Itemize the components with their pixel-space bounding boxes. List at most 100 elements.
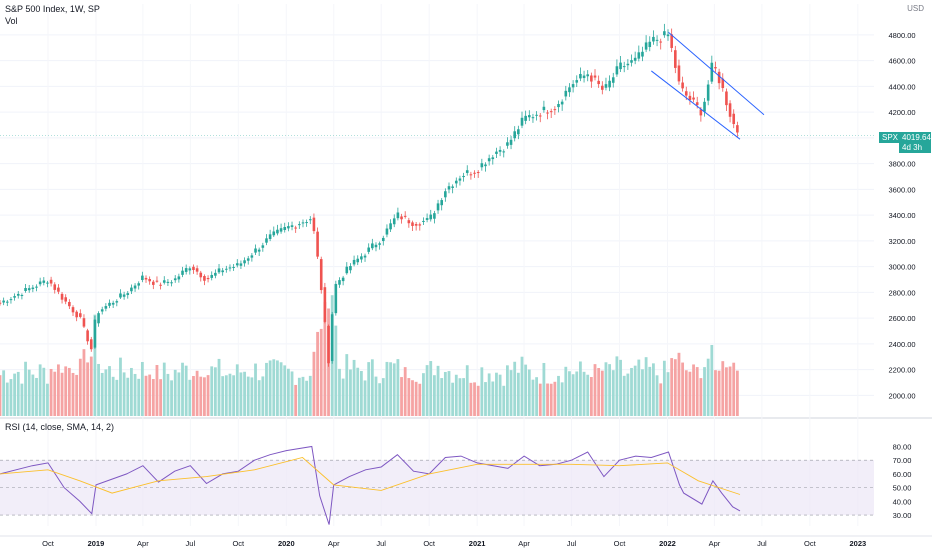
volume-bar: [60, 372, 64, 416]
volume-bar: [46, 383, 49, 416]
volume-bar: [553, 381, 557, 416]
volume-bars: [0, 295, 739, 416]
symbol-badge: SPX: [879, 132, 902, 143]
candle-body: [703, 101, 706, 112]
candle-body: [498, 149, 502, 152]
time-tick-label: Apr: [709, 539, 721, 548]
trend-channel[interactable]: [651, 31, 765, 140]
candle-body: [465, 170, 469, 173]
candle-body: [64, 297, 68, 302]
volume-bar: [173, 369, 177, 416]
volume-bar: [633, 365, 637, 416]
volume-bar: [367, 362, 371, 416]
volume-bar: [133, 373, 137, 416]
rsi-tick-label: 80.00: [893, 442, 912, 451]
candle-body: [480, 163, 484, 168]
volume-bar: [13, 373, 17, 416]
volume-bar: [345, 354, 349, 416]
volume-bar: [630, 367, 633, 416]
volume-bar: [495, 372, 498, 416]
volume-bar: [140, 361, 144, 416]
candle-body: [38, 281, 42, 285]
candle-body: [24, 288, 27, 291]
volume-bar: [670, 358, 674, 416]
candlestick-series: [0, 23, 739, 367]
volume-bar: [681, 362, 685, 416]
volume-bar: [582, 371, 586, 416]
volume-bar: [389, 362, 392, 416]
candle-body: [261, 245, 265, 248]
candle-body: [148, 278, 151, 282]
candle-body: [89, 339, 93, 350]
candle-body: [517, 129, 520, 135]
volume-bar: [75, 374, 79, 416]
candle-body: [648, 41, 652, 48]
candle-body: [239, 263, 243, 266]
channel-line-lower[interactable]: [651, 70, 741, 140]
candle-body: [86, 330, 89, 342]
volume-bar: [374, 376, 378, 416]
candle-body: [46, 282, 49, 284]
candle-body: [451, 186, 454, 188]
price-axis[interactable]: 2000.00 2200.00 2400.00 2600.00 2800.00 3000.…: [888, 31, 915, 520]
candle-body: [272, 231, 276, 236]
volume-bar: [286, 368, 290, 416]
volume-bar: [652, 363, 655, 416]
candle-body: [546, 112, 549, 114]
candle-body: [60, 293, 64, 300]
volume-bar: [316, 331, 319, 416]
candle-body: [622, 66, 626, 68]
time-tick-label: Oct: [614, 539, 627, 548]
volume-bar: [162, 362, 166, 416]
candle-body: [13, 296, 16, 298]
candle-body: [440, 200, 443, 206]
time-axis[interactable]: Oct 2019 Apr Jul Oct 2020 Apr Jul Oct 2021 Apr Jul O…: [42, 539, 866, 548]
candle-body: [155, 280, 159, 282]
volume-bar: [560, 382, 564, 416]
volume-bar: [695, 367, 699, 416]
candle-body: [341, 277, 345, 282]
time-tick-label: Oct: [423, 539, 436, 548]
volume-bar: [597, 368, 601, 416]
candle-body: [717, 71, 721, 84]
volume-bar: [454, 374, 458, 416]
candle-body: [400, 216, 403, 220]
volume-bar: [119, 357, 122, 416]
candle-body: [710, 62, 714, 82]
candle-body: [506, 142, 509, 146]
candle-body: [392, 218, 396, 225]
candle-body: [418, 224, 422, 226]
candle-body: [670, 34, 673, 48]
candle-body: [582, 75, 586, 79]
candle-body: [345, 266, 349, 274]
candle-body: [684, 91, 688, 96]
volume-bar: [677, 352, 681, 416]
time-tick-label: Jul: [567, 539, 577, 548]
volume-bar: [418, 383, 422, 416]
price-tick-label: 3400.00: [888, 211, 915, 220]
candle-body: [535, 114, 538, 116]
candle-body: [688, 95, 692, 101]
candle-body: [721, 78, 725, 89]
candle-body: [276, 229, 279, 234]
candle-body: [681, 82, 684, 89]
volume-bar: [509, 370, 513, 416]
candle-body: [637, 52, 641, 59]
price-tick-label: 4400.00: [888, 82, 915, 91]
volume-bar: [429, 361, 433, 416]
volume-bar: [447, 371, 451, 416]
volume-bar: [97, 363, 100, 416]
candle-body: [560, 101, 564, 105]
candle-body: [571, 84, 575, 88]
channel-line-upper[interactable]: [668, 31, 765, 116]
volume-bar: [151, 379, 155, 416]
candle-body: [484, 164, 487, 167]
time-tick-label: 2020: [278, 539, 295, 548]
rsi-tick-label: 50.00: [893, 484, 912, 493]
candle-body: [257, 249, 261, 252]
price-tick-label: 4200.00: [888, 108, 915, 117]
candle-body: [170, 282, 173, 284]
volume-bar: [535, 377, 539, 416]
candle-body: [75, 311, 78, 318]
